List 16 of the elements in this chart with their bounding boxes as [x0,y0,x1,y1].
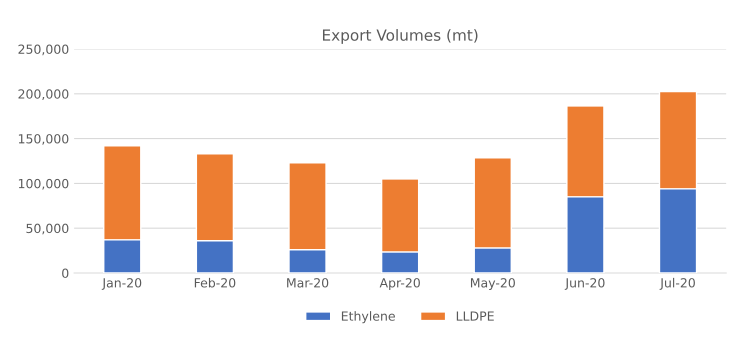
x-tick-label: Jul-20 [660,278,695,290]
y-tick-label: 200,000 [18,89,68,100]
y-tick-label: 150,000 [18,134,68,145]
y-tick-label: 50,000 [26,224,68,234]
y-tick-label: 0 [62,268,68,278]
y-tick-label: 250,000 [18,44,68,56]
x-tick-label: Jun-20 [564,278,605,290]
x-tick-label: May-20 [470,278,515,290]
x-tick-label: Mar-20 [287,278,328,288]
y-tick-label: 100,000 [18,178,68,190]
x-tick-label: Apr-20 [380,278,420,290]
x-tick-label: Feb-20 [194,278,236,288]
legend-label: Ethylene [342,311,395,324]
legend-label: LLDPE [456,312,494,321]
chart-title: Export Volumes (mt) [322,29,478,44]
x-tick-label: Jan-20 [102,278,142,290]
